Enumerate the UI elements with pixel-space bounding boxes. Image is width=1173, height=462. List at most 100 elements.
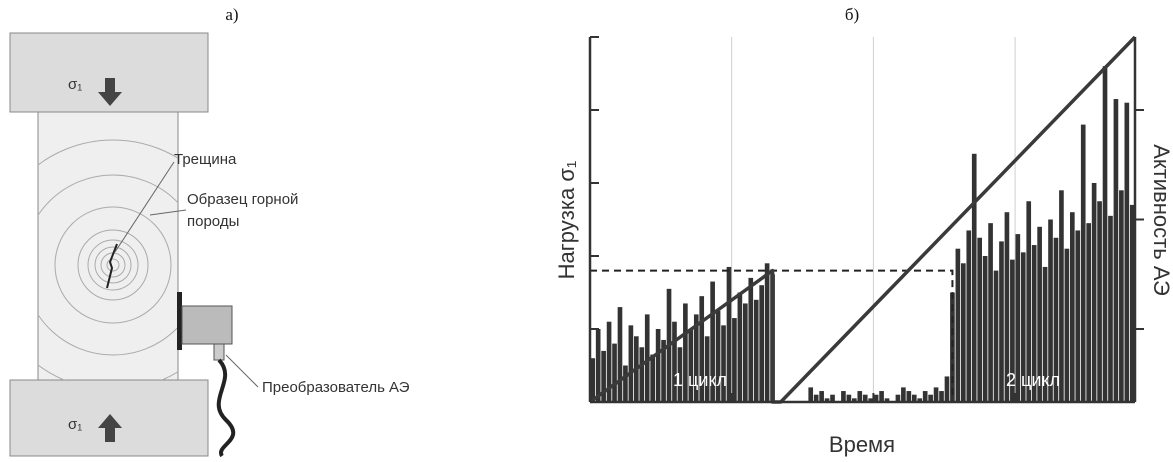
bar (933, 387, 939, 402)
annotation: 1 цикл (673, 370, 727, 390)
force-arrow (98, 414, 122, 442)
bar (879, 391, 884, 402)
bar (1075, 230, 1081, 402)
bar (655, 329, 661, 402)
bar (743, 303, 748, 402)
bar (950, 292, 955, 402)
transducer-label: Преобразователь АЭ (262, 379, 410, 396)
diagram: а) Трещина Образец горной породы σ₁ σ₁ П… (9, 5, 410, 458)
bar (1113, 99, 1119, 403)
bar (928, 394, 933, 402)
bar (977, 237, 982, 402)
bar (1129, 204, 1135, 402)
cable (216, 358, 236, 458)
bar (1097, 201, 1102, 402)
bar (1064, 248, 1070, 402)
bar (1091, 183, 1097, 402)
bar (683, 303, 688, 402)
crack (106, 243, 118, 289)
y-axis-label: Нагрузка σ₁ (554, 161, 579, 280)
bar (1070, 212, 1075, 402)
bar (868, 398, 873, 402)
bar (748, 277, 754, 402)
bar (677, 347, 683, 402)
crack-label: Трещина (174, 151, 237, 168)
bar (715, 310, 721, 402)
leader (114, 161, 175, 253)
bar (753, 299, 759, 402)
force-label: σ₁ (68, 416, 82, 433)
bar (601, 350, 606, 402)
bar (808, 387, 814, 402)
bar (1020, 252, 1026, 402)
load-line (588, 35, 1137, 404)
bar (873, 394, 879, 402)
bar (993, 270, 999, 402)
bar (617, 307, 623, 402)
leader (149, 209, 187, 216)
bar (595, 329, 601, 402)
bar (764, 263, 770, 402)
bar (922, 391, 928, 402)
bar (661, 339, 666, 402)
bar (911, 394, 917, 402)
bar (710, 281, 715, 402)
bar (726, 266, 732, 402)
bar (1031, 245, 1037, 402)
bar (704, 336, 710, 402)
force-label: σ₁ (68, 76, 82, 93)
bar (982, 256, 988, 402)
bar (901, 387, 906, 402)
bar (819, 391, 824, 402)
bar (1026, 201, 1032, 402)
bar (846, 394, 852, 402)
annotation: 2 цикл (1006, 370, 1060, 390)
specimen-label: Образец горной (187, 191, 298, 208)
bar (966, 230, 972, 402)
bar (813, 394, 819, 402)
bar (841, 391, 846, 402)
sensor-body (181, 305, 233, 345)
bar (1037, 226, 1042, 402)
panel-label: а) (225, 5, 238, 24)
bar (1010, 259, 1015, 402)
bar (688, 329, 694, 402)
bar (650, 354, 655, 402)
force-arrow (98, 78, 122, 106)
bar (1080, 124, 1086, 402)
bar (1053, 237, 1059, 402)
bar (917, 398, 923, 402)
bar (623, 365, 628, 402)
leader (225, 354, 259, 388)
threshold-line (590, 269, 954, 402)
bar (644, 314, 650, 402)
bar (737, 292, 743, 402)
bar (1124, 102, 1130, 402)
bar (906, 391, 912, 402)
bar (988, 223, 993, 402)
bar (944, 376, 950, 402)
waves (38, 139, 178, 380)
bar (1042, 266, 1048, 402)
bar (699, 296, 705, 402)
bar (895, 394, 901, 402)
y2-axis-label: Активность АЭ (1149, 144, 1173, 296)
bar (759, 285, 764, 402)
bar (1059, 190, 1064, 402)
bar (884, 398, 890, 402)
bar (961, 263, 966, 402)
bar (1119, 190, 1124, 402)
specimen-label: породы (187, 213, 239, 230)
bar (830, 394, 835, 402)
bar (857, 391, 863, 402)
bar (852, 398, 857, 402)
sensor-plate (177, 292, 182, 350)
bar (732, 318, 737, 402)
bar (971, 153, 977, 402)
bar (999, 241, 1004, 402)
bar (721, 325, 726, 402)
specimen (37, 111, 179, 381)
bar (612, 343, 617, 402)
